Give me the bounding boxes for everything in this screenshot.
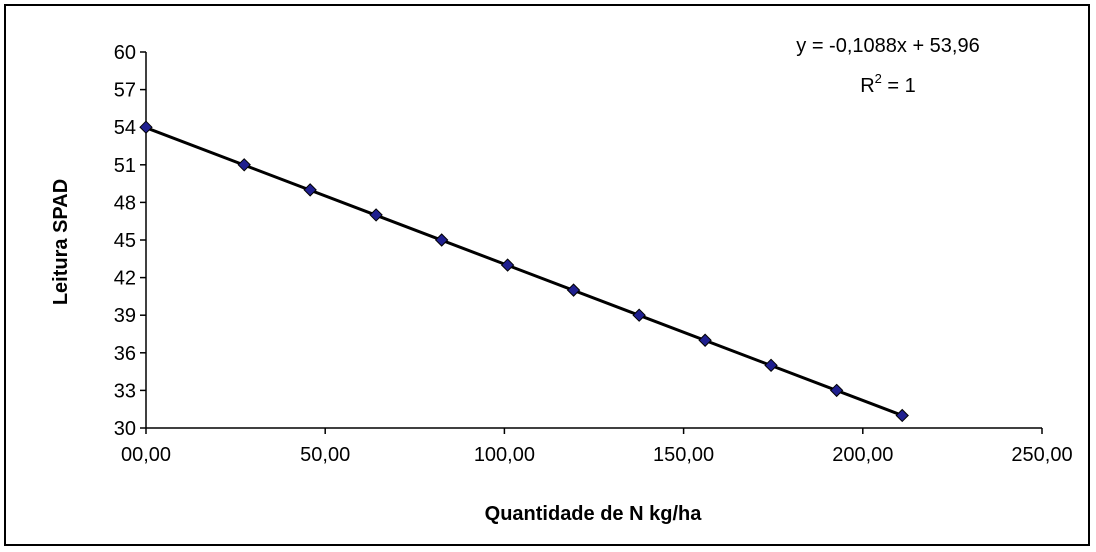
data-point <box>369 208 383 222</box>
trendline <box>145 126 903 417</box>
x-axis-title: Quantidade de N kg/ha <box>485 503 703 525</box>
y-tick-label: 39 <box>114 305 136 327</box>
y-tick-label: 48 <box>114 192 136 214</box>
trendline-group <box>145 126 903 417</box>
y-axis-title: Leitura SPAD <box>50 179 72 305</box>
x-tick-label: 100,00 <box>474 444 535 466</box>
data-point <box>303 183 317 197</box>
data-point <box>895 408 909 423</box>
data-point <box>566 283 581 297</box>
axes <box>145 52 1042 429</box>
x-tick-label: 200,00 <box>832 444 893 466</box>
y-tick-label: 36 <box>114 343 136 365</box>
y-axis-ticks: 30 33 36 39 42 45 48 51 54 57 60 <box>114 42 146 440</box>
r-squared-suffix: = 1 <box>882 75 916 97</box>
data-point <box>764 358 778 373</box>
data-point <box>698 333 712 347</box>
x-axis-ticks: 00,00 50,00 100,00 150,00 200,00 250,00 <box>121 428 1073 466</box>
y-tick-label: 42 <box>114 268 136 290</box>
y-tick-label: 60 <box>114 42 136 64</box>
trendline-equation: y = -0,1088x + 53,96 <box>796 35 979 57</box>
data-point <box>632 308 646 322</box>
y-tick-label: 54 <box>114 117 136 139</box>
data-point <box>829 383 844 398</box>
data-point <box>500 258 515 272</box>
x-tick-label: 250,00 <box>1011 444 1072 466</box>
r-squared-superscript: 2 <box>875 71 882 86</box>
x-tick-label: 150,00 <box>653 444 714 466</box>
x-tick-label: 50,00 <box>300 444 350 466</box>
y-tick-label: 57 <box>114 80 136 102</box>
y-tick-label: 30 <box>114 418 136 440</box>
y-tick-label: 51 <box>114 155 136 177</box>
r-squared-label: R2 = 1 <box>860 71 916 97</box>
y-tick-label: 45 <box>114 230 136 252</box>
data-point <box>139 120 153 134</box>
r-squared-prefix: R <box>860 75 874 97</box>
data-points <box>139 120 909 423</box>
data-point <box>434 233 449 247</box>
data-point <box>237 158 251 172</box>
chart-frame <box>4 4 1090 546</box>
x-tick-label: 00,00 <box>121 444 171 466</box>
y-tick-label: 33 <box>114 380 136 402</box>
